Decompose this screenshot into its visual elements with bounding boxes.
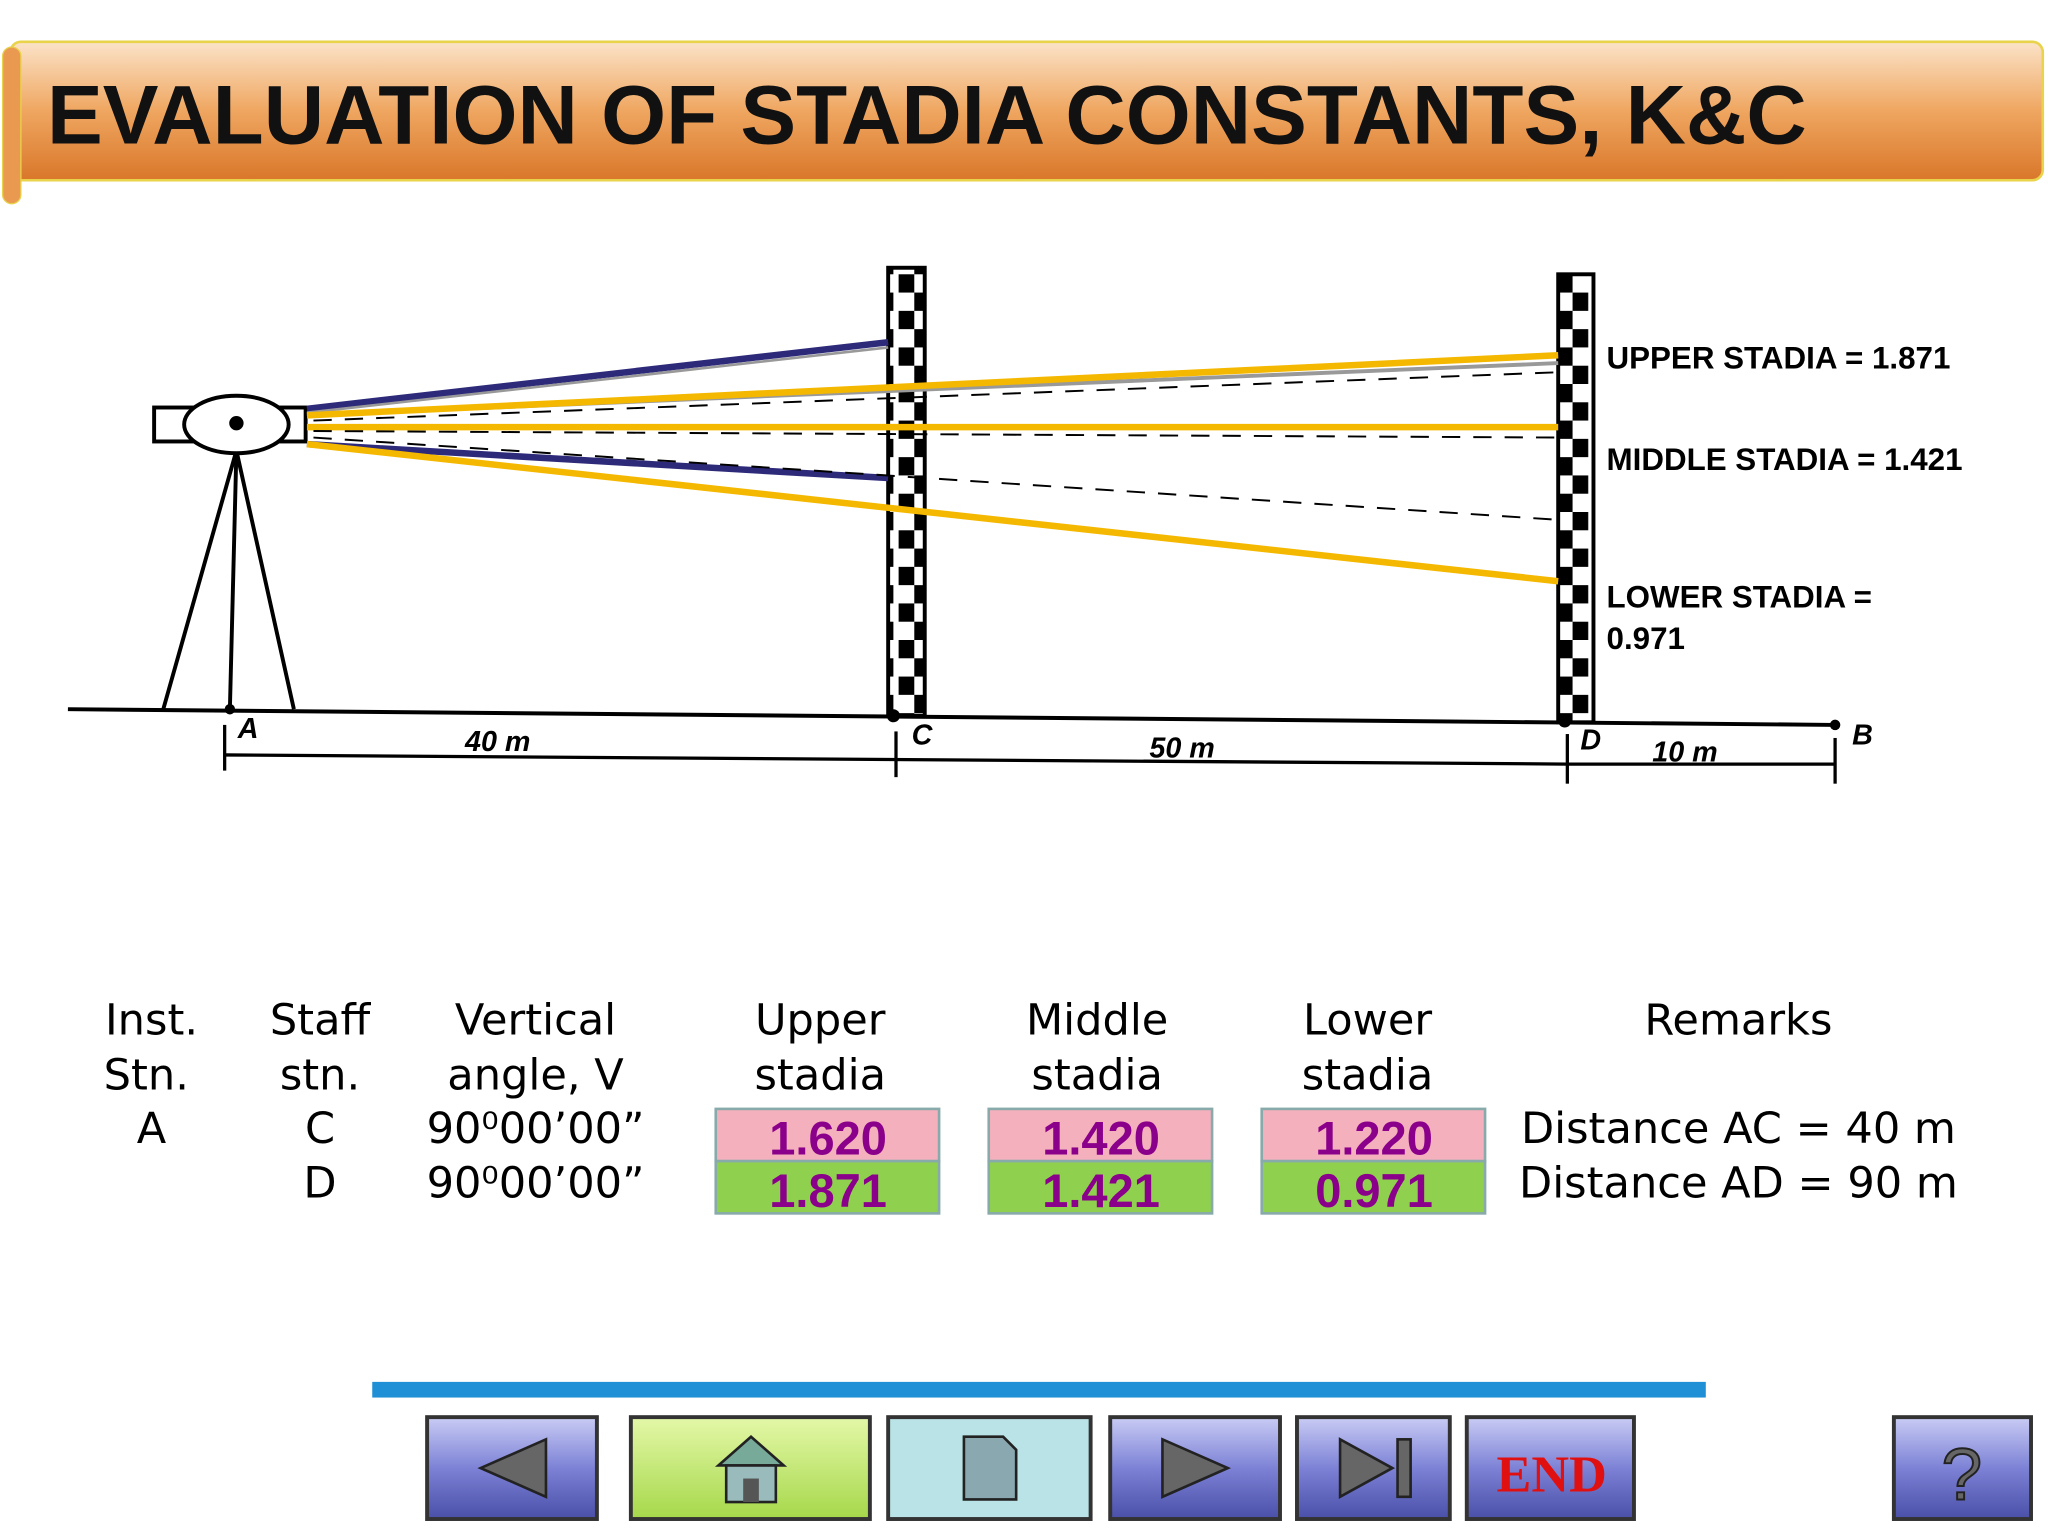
header-cell: Upper — [755, 995, 886, 1045]
cell: 90⁰00’00” — [427, 1159, 645, 1209]
prev-button[interactable] — [425, 1415, 599, 1521]
dimensions — [223, 724, 1837, 784]
point-label: C — [912, 719, 934, 751]
cell: 1.871 — [769, 1164, 887, 1217]
instrument — [152, 393, 308, 710]
ground — [67, 707, 1836, 727]
header-cell: stn. — [280, 1050, 360, 1100]
next-button[interactable] — [1108, 1415, 1282, 1521]
header: EVALUATION OF STADIA CONSTANTS, K&C — [1, 40, 2045, 205]
cell: C — [305, 1104, 335, 1154]
table-headers: Inst. Stn. Staff stn. Vertical angle, V … — [104, 995, 1833, 1100]
header-cell: Staff — [270, 995, 372, 1045]
diagram: UPPER STADIA = 1.871 MIDDLE STADIA = 1.4… — [67, 265, 1963, 784]
help-button[interactable]: ? — [1891, 1415, 2033, 1521]
cell: 1.420 — [1042, 1112, 1160, 1165]
staff-d — [1556, 272, 1596, 725]
cell: 0.971 — [1315, 1164, 1433, 1217]
title: EVALUATION OF STADIA CONSTANTS, K&C — [47, 68, 1807, 162]
header-cell: stadia — [754, 1050, 886, 1100]
distance-label: 50 m — [1149, 733, 1214, 765]
distance-label: 40 m — [464, 726, 530, 758]
point-label: A — [237, 713, 259, 745]
middle-label: MIDDLE STADIA = 1.421 — [1607, 442, 1963, 477]
cell: Distance AD = 90 m — [1519, 1159, 1958, 1209]
divider — [372, 1381, 1706, 1398]
table: Inst. Stn. Staff stn. Vertical angle, V … — [104, 995, 1958, 1216]
header-cell: Stn. — [104, 1050, 189, 1100]
header-cell: stadia — [1302, 1050, 1434, 1100]
cell: D — [303, 1159, 336, 1209]
point-label: D — [1580, 725, 1601, 757]
cell: 1.620 — [769, 1112, 887, 1165]
scroll-edge — [1, 46, 22, 205]
header-cell: Inst. — [105, 995, 198, 1045]
distance-label: 10 m — [1652, 736, 1717, 768]
navigation: END ? — [372, 1381, 2033, 1521]
header-cell: Vertical — [455, 995, 616, 1045]
value-boxes — [714, 1107, 1487, 1215]
staff-c — [886, 265, 927, 718]
end-label[interactable]: END — [1497, 1446, 1607, 1504]
header-cell: angle, V — [447, 1050, 624, 1100]
cell: 90⁰00’00” — [427, 1104, 645, 1154]
header-cell: Middle — [1026, 995, 1168, 1045]
home-button[interactable] — [628, 1415, 872, 1521]
point-label: B — [1852, 719, 1873, 751]
lower-label: LOWER STADIA = — [1607, 579, 1872, 614]
end-button[interactable]: END — [1464, 1415, 1636, 1521]
help-label[interactable]: ? — [1940, 1433, 1983, 1516]
last-button[interactable] — [1295, 1415, 1452, 1521]
upper-label: UPPER STADIA = 1.871 — [1607, 340, 1951, 375]
page-button[interactable] — [886, 1415, 1093, 1521]
cell: A — [137, 1104, 167, 1154]
cell: 1.220 — [1315, 1112, 1433, 1165]
cell: Distance AC = 40 m — [1521, 1104, 1956, 1154]
points — [224, 704, 1841, 731]
cell: 1.421 — [1042, 1164, 1160, 1217]
lower-label: 0.971 — [1607, 621, 1685, 656]
header-cell: Lower — [1303, 995, 1432, 1045]
header-cell: Remarks — [1644, 995, 1832, 1045]
header-cell: stadia — [1031, 1050, 1163, 1100]
sight-lines — [306, 338, 1559, 585]
